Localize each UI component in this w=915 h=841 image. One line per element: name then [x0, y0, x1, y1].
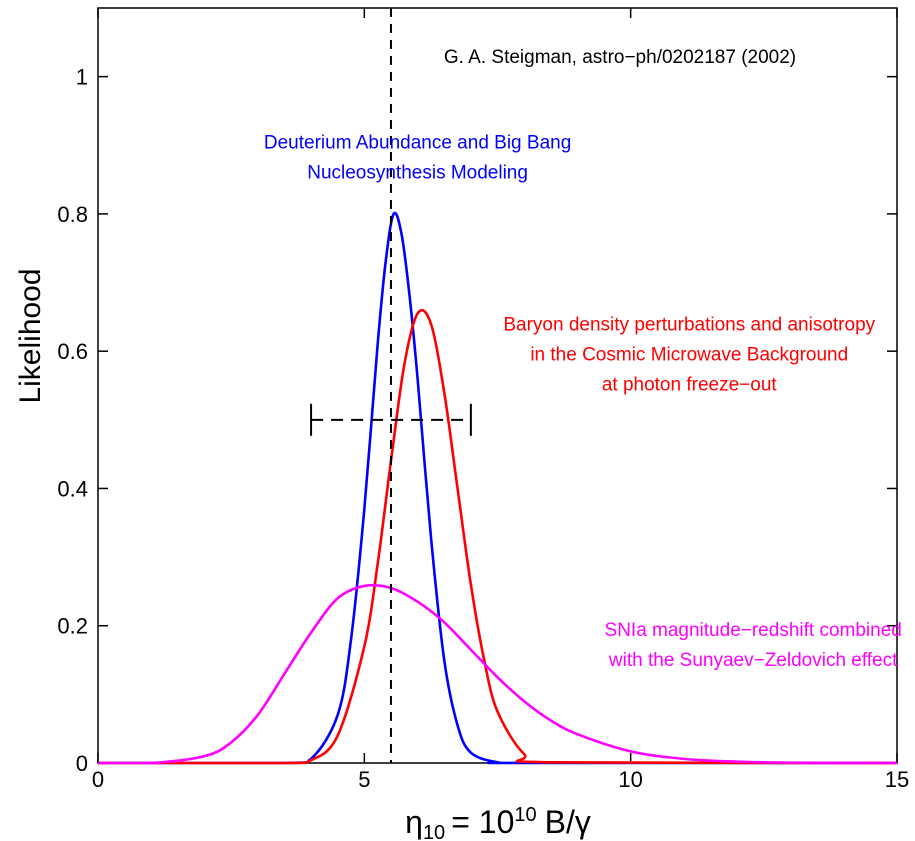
annotation-line: Baryon density perturbations and anisotr…: [503, 315, 875, 336]
y-tick-label: 0: [76, 751, 88, 776]
y-tick-label: 1: [76, 65, 88, 90]
x-tick-label: 10: [618, 767, 642, 792]
y-axis-title: Likelihood: [14, 268, 47, 403]
annotation-0: G. A. Steigman, astro−ph/0202187 (2002): [444, 47, 796, 68]
series-line-1: [98, 308, 898, 765]
annotation-2: Baryon density perturbations and anisotr…: [503, 315, 875, 396]
annotation-1: Deuterium Abundance and Big Bang Nucleosy…: [264, 133, 571, 184]
annotation-3: SNIa magnitude−redshift combined with the…: [605, 620, 902, 671]
x-axis-title-equals: = 10: [451, 804, 514, 840]
y-tick-label: 0.8: [57, 202, 88, 227]
x-axis-title-subscript: 10: [423, 822, 445, 841]
y-tick-label: 0.6: [57, 339, 88, 364]
y-tick-label: 0.2: [57, 614, 88, 639]
y-tick-label: 0.4: [57, 476, 88, 501]
series-line-2: [98, 583, 898, 765]
series-line-0: [98, 211, 897, 765]
x-axis-title-eta: η: [405, 804, 423, 840]
x-tick-label: 15: [885, 767, 909, 792]
x-axis-title: η10 = 1010 B/γ: [405, 804, 591, 841]
annotation-line: SNIa magnitude−redshift combined: [605, 620, 902, 641]
annotation-line: G. A. Steigman, astro−ph/0202187 (2002): [444, 47, 796, 68]
annotation-line: at photon freeze−out: [602, 375, 778, 396]
reference-marks: [310, 8, 472, 763]
annotation-line: Deuterium Abundance and Big Bang: [264, 133, 571, 154]
x-tick-label: 0: [92, 767, 104, 792]
x-axis-title-tail: B/γ: [545, 804, 591, 840]
x-axis-title-exponent: 10: [514, 804, 536, 826]
x-tick-label: 5: [358, 767, 370, 792]
series-layer: [98, 211, 898, 765]
annotation-line: Nucleosynthesis Modeling: [307, 163, 528, 184]
annotation-line: in the Cosmic Microwave Background: [530, 345, 848, 366]
annotation-line: with the Sunyaev−Zeldovich effect: [608, 650, 898, 671]
annotations: G. A. Steigman, astro−ph/0202187 (2002) D…: [264, 47, 902, 671]
axis-ticks: 0 5 10 15 0 0.2 0.4 0.6 0.8 1: [57, 8, 909, 792]
